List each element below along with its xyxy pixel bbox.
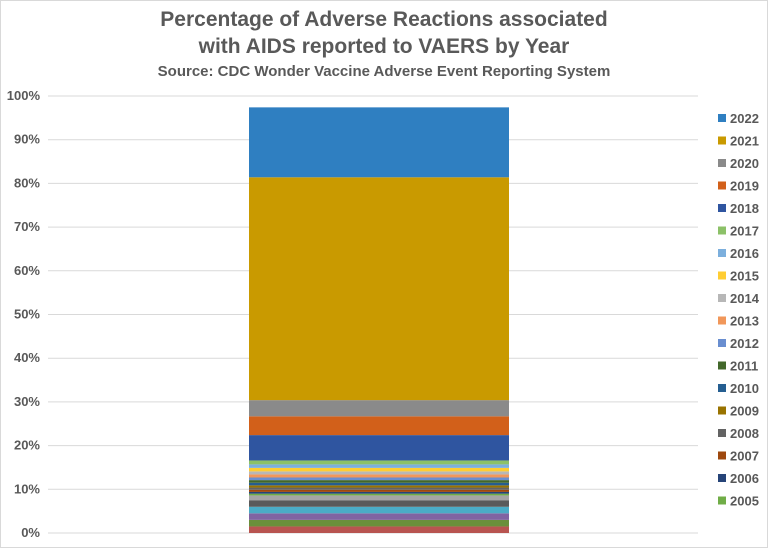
bar-segment-2020	[249, 400, 509, 417]
legend-label-2022: 2022	[730, 111, 759, 126]
bar-segment	[249, 495, 509, 501]
legend-label-2006: 2006	[730, 471, 759, 486]
bar-segment-2017	[249, 460, 509, 465]
y-tick-label: 100%	[7, 88, 41, 103]
legend-label-2018: 2018	[730, 201, 759, 216]
bar-segment-2022	[249, 107, 509, 178]
y-tick-label: 0%	[21, 525, 40, 540]
bar-segment-2012	[249, 477, 509, 481]
chart-title: Percentage of Adverse Reactions associat…	[160, 8, 608, 31]
legend-label-2015: 2015	[730, 269, 759, 284]
bar-segment-2006	[249, 491, 509, 494]
bar-segment-2013	[249, 474, 509, 478]
bar-segment-2009	[249, 485, 509, 488]
y-tick-label: 40%	[14, 350, 40, 365]
legend-label-2021: 2021	[730, 134, 759, 149]
legend-label-2017: 2017	[730, 224, 759, 239]
legend-swatch-2015	[718, 271, 726, 280]
bar-segment	[249, 519, 509, 527]
bar-segment	[249, 500, 509, 507]
y-tick-label: 80%	[14, 175, 40, 190]
legend-label-2020: 2020	[730, 156, 759, 171]
bar-segment-2010	[249, 482, 509, 486]
legend-swatch-2012	[718, 339, 726, 347]
bar-segment-2019	[249, 416, 509, 436]
legend-swatch-2008	[718, 429, 726, 437]
legend-swatch-2014	[718, 294, 726, 302]
legend-label-2011: 2011	[730, 359, 758, 374]
legend-swatch-2013	[718, 316, 726, 325]
bar-segment	[249, 506, 509, 514]
y-tick-label: 60%	[14, 263, 40, 278]
legend-label-2019: 2019	[730, 179, 759, 194]
legend-swatch-2016	[718, 249, 726, 257]
legend-label-2007: 2007	[730, 449, 759, 464]
legend-swatch-2007	[718, 451, 726, 460]
legend-label-2008: 2008	[730, 426, 759, 441]
bar-segment-2021	[249, 177, 509, 401]
legend-label-2012: 2012	[730, 336, 759, 351]
y-tick-label: 50%	[14, 307, 40, 322]
legend-label-2016: 2016	[730, 246, 759, 261]
y-tick-label: 20%	[14, 438, 40, 453]
legend-swatch-2009	[718, 406, 726, 415]
bar-segment-2016	[249, 464, 509, 468]
legend-swatch-2011	[718, 361, 726, 370]
legend-swatch-2005	[718, 496, 726, 505]
bar-segment-2015	[249, 467, 509, 472]
legend-swatch-2018	[718, 204, 726, 212]
legend-swatch-2022	[718, 114, 726, 122]
y-tick-label: 30%	[14, 394, 40, 409]
legend-swatch-2020	[718, 159, 726, 167]
legend-swatch-2006	[718, 474, 726, 482]
legend-label-2005: 2005	[730, 494, 759, 509]
legend-label-2013: 2013	[730, 314, 759, 329]
legend-swatch-2010	[718, 384, 726, 392]
legend-swatch-2021	[718, 136, 726, 145]
legend-label-2009: 2009	[730, 404, 759, 419]
legend-label-2014: 2014	[730, 291, 760, 306]
bar-segment-2007	[249, 489, 509, 492]
bar-segment-2018	[249, 435, 509, 461]
legend-swatch-2017	[718, 226, 726, 235]
legend-label-2010: 2010	[730, 381, 759, 396]
y-tick-label: 70%	[14, 219, 40, 234]
bar-segment-2005	[249, 493, 509, 496]
y-tick-label: 90%	[14, 132, 40, 147]
bar-segment	[249, 526, 509, 533]
bar-segment-2011	[249, 480, 509, 483]
bar-segment	[249, 513, 509, 520]
bar-segment-2008	[249, 487, 509, 490]
legend-swatch-2019	[718, 181, 726, 190]
bar-segment-2014	[249, 471, 509, 475]
y-tick-label: 10%	[14, 481, 40, 496]
chart-subtitle: Source: CDC Wonder Vaccine Adverse Event…	[157, 63, 611, 80]
chart-title-line2: with AIDS reported to VAERS by Year	[198, 35, 570, 58]
